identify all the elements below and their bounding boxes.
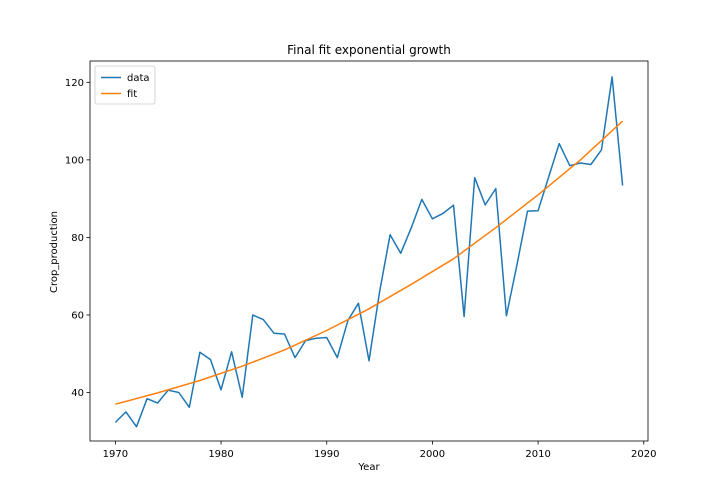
series-line-fit (115, 120, 624, 405)
x-tick-label: 1990 (314, 449, 339, 460)
y-tick-label: 80 (71, 233, 84, 244)
x-tick-label: 2000 (420, 449, 445, 460)
x-tick-label: 2010 (525, 449, 550, 460)
plot-area-frame (89, 60, 649, 442)
y-axis-ticks: 40 60 80 100 120 (65, 78, 90, 399)
legend-label-fit: fit (127, 89, 137, 100)
legend-label-data: data (127, 73, 150, 84)
plot-lines (114, 76, 624, 428)
series-line-data (114, 76, 624, 428)
x-tick-label: 2020 (631, 449, 656, 460)
x-tick-label: 1980 (208, 449, 233, 460)
y-tick-label: 40 (71, 388, 84, 399)
x-axis-ticks: 1970 1980 1990 2000 2010 2020 (103, 441, 656, 460)
legend-box (94, 65, 156, 105)
y-tick-label: 60 (71, 310, 84, 321)
y-tick-label: 120 (65, 78, 84, 89)
legend: data fit (94, 65, 156, 105)
x-axis-label: Year (357, 462, 380, 473)
chart-title: Final fit exponential growth (287, 43, 451, 57)
x-tick-label: 1970 (103, 449, 128, 460)
y-axis-label: Crop_production (49, 211, 60, 293)
y-tick-label: 100 (65, 155, 84, 166)
